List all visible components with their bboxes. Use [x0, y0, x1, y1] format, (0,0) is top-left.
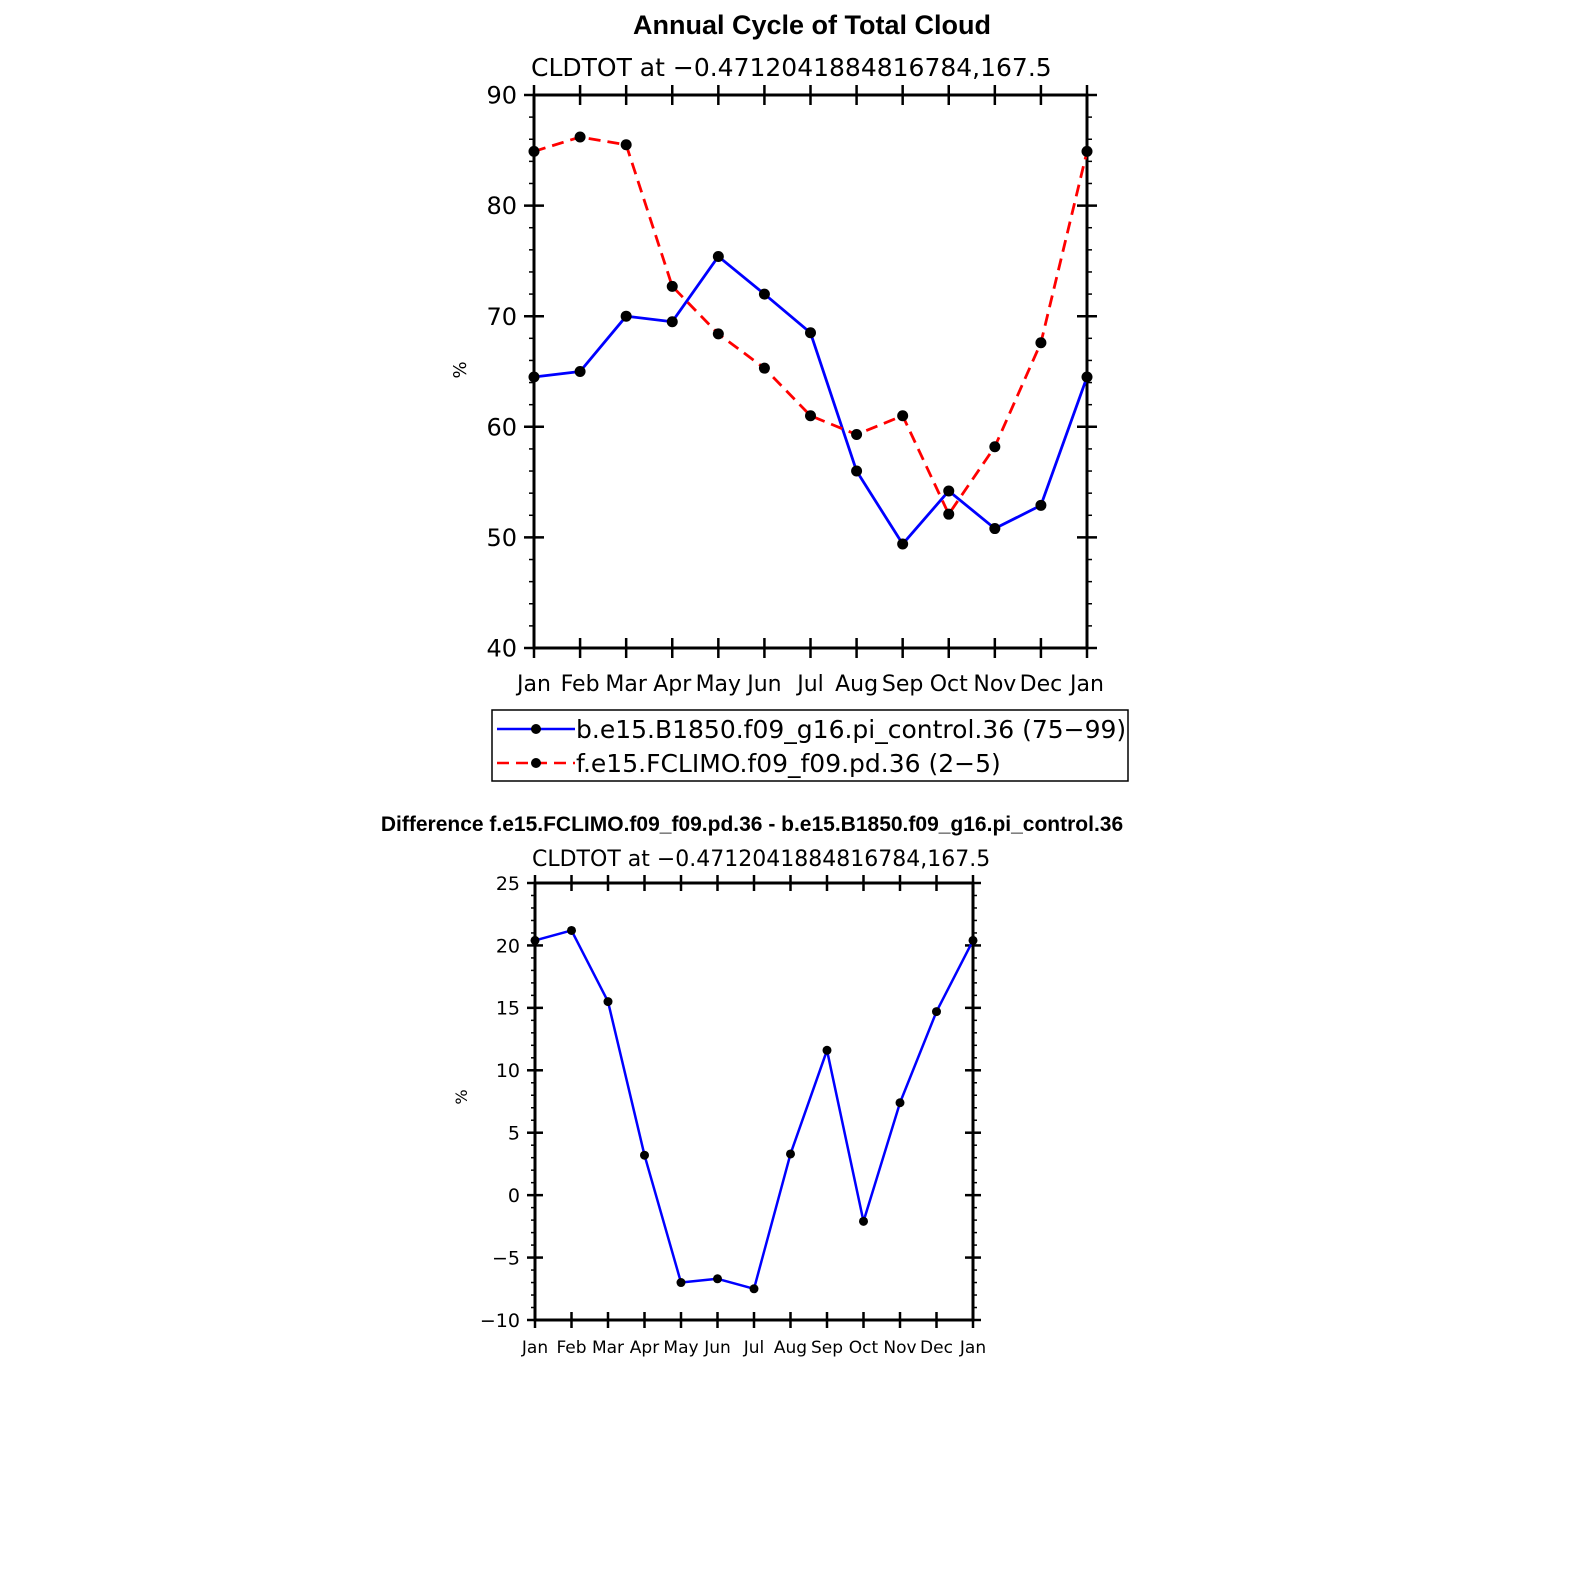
chart2-x-tick-label: May — [663, 1338, 698, 1358]
chart2-series-1-point — [749, 1284, 759, 1294]
chart2-y-tick-label: −10 — [480, 1310, 520, 1332]
chart2-x-tick-label: Apr — [630, 1338, 659, 1358]
chart1-legend: b.e15.B1850.f09_g16.pi_control.36 (75−99… — [491, 709, 1129, 782]
chart1-y-tick-label: 70 — [486, 303, 517, 331]
chart1-plot-frame — [532, 93, 1089, 650]
chart2-subtitle: CLDTOT at −0.4712041884816784,167.5 — [532, 847, 990, 872]
chart1-series-1-point — [805, 327, 816, 339]
chart1-x-tick-label: Nov — [973, 672, 1016, 697]
chart2-y-tick-label: 15 — [496, 998, 520, 1020]
chart1-x-tick-label: Jan — [1068, 672, 1104, 697]
chart1-title: Annual Cycle of Total Cloud — [633, 10, 991, 40]
chart1-series-2-point — [620, 139, 632, 151]
chart1-y-tick-label: 80 — [486, 192, 517, 220]
chart2-x-tick-label: Jun — [703, 1338, 731, 1358]
chart1-series-1-point — [666, 316, 678, 328]
chart2-series-1-point — [932, 1007, 941, 1017]
chart1-series-1-point — [989, 523, 1001, 535]
chart2-series-1-point — [676, 1278, 686, 1288]
chart1-series-2-point — [851, 429, 863, 441]
chart1-x-tick-label: Aug — [835, 672, 878, 697]
chart2-x-tick-label: Dec — [920, 1338, 953, 1358]
chart2-series-1-point — [603, 997, 613, 1007]
legend-marker-series-2 — [531, 758, 541, 768]
chart1-series-1-point — [712, 250, 724, 262]
legend-label-series-2: f.e15.FCLIMO.f09_f09.pd.36 (2−5) — [576, 749, 1001, 778]
legend-marker-series-1 — [531, 724, 541, 734]
chart1-series-1-point — [1035, 499, 1047, 511]
chart1-y-tick-label: 90 — [486, 82, 517, 110]
chart1-series-2-point — [712, 328, 724, 340]
chart2-series-1-line — [534, 929, 975, 1291]
legend-frame — [491, 709, 1129, 782]
chart2-x-tick-label: Aug — [774, 1338, 807, 1358]
chart1-series-2-point — [805, 410, 816, 422]
chart1-x-tick-label: Oct — [930, 672, 968, 697]
chart2-series-1-point — [713, 1274, 722, 1284]
legend-label-series-1: b.e15.B1850.f09_g16.pi_control.36 (75−99… — [576, 715, 1126, 744]
chart2-x-tick-label: Nov — [883, 1338, 916, 1358]
chart2-series-1-point — [530, 935, 540, 945]
chart1-plot: 40 50 60 70 80 90 Jan Feb Mar Apr May Jun Jul Aug Sep O… — [486, 82, 1104, 697]
chart2-series-1-point — [968, 935, 978, 945]
chart1-series-1-point — [1081, 371, 1093, 383]
chart2-series-1-point — [822, 1045, 832, 1055]
chart2-series-1-point — [859, 1216, 868, 1226]
chart2-y-tick-label: 25 — [496, 873, 520, 895]
chart1-y-axis-label: % — [450, 361, 471, 378]
chart1-series-2-point — [574, 131, 586, 143]
chart1-series-1-point — [758, 288, 770, 300]
chart1-x-tick-label: Dec — [1020, 672, 1063, 697]
chart2-x-tick-label: Sep — [811, 1338, 843, 1358]
chart2-y-tick-label: 5 — [508, 1123, 520, 1145]
chart1-series-2-point — [1035, 337, 1047, 349]
chart2-plot-frame — [533, 881, 975, 1322]
chart1-y-tick-label: 40 — [486, 635, 517, 663]
chart1-y-tick-label: 50 — [486, 524, 517, 552]
chart2-x-tick-label: Jan — [521, 1338, 548, 1358]
chart2-title: Difference f.e15.FCLIMO.f09_f09.pd.36 - … — [381, 813, 1123, 836]
chart1-series-2-point — [1081, 145, 1093, 157]
chart1-x-tick-label: Jan — [515, 672, 551, 697]
chart1-series-2-point — [528, 145, 540, 157]
chart1-series-1-point — [851, 465, 863, 477]
chart2-series-1-point — [895, 1098, 905, 1108]
chart1-series-2-point — [943, 508, 955, 520]
chart1-series-2-point — [897, 410, 909, 422]
chart1-x-tick-label: Feb — [561, 672, 600, 697]
chart2-x-tick-label: Jul — [743, 1338, 765, 1358]
chart1-series-1-point — [574, 366, 586, 377]
chart2-y-tick-label: 20 — [496, 935, 520, 957]
chart1-subtitle: CLDTOT at −0.4712041884816784,167.5 — [531, 53, 1052, 82]
chart1-x-tick-label: Mar — [605, 672, 647, 697]
chart1-series-1-point — [943, 485, 955, 497]
chart1-x-tick-label: May — [696, 672, 741, 697]
chart1-series-1-line — [533, 255, 1089, 546]
chart1-series-2-point — [758, 362, 770, 374]
chart1-x-tick-label: Jun — [745, 672, 781, 697]
chart1-series-1-point — [528, 371, 540, 383]
chart2-y-axis-label: % — [452, 1089, 471, 1104]
chart2-y-tick-label: 10 — [496, 1060, 520, 1082]
chart1-series-1-point — [620, 310, 632, 322]
chart1-x-tick-label: Jul — [795, 672, 824, 697]
chart2-x-tick-label: Jan — [959, 1338, 986, 1358]
chart1-series-2-point — [989, 441, 1001, 453]
chart2-series-1-point — [567, 925, 576, 935]
chart2-x-tick-label: Feb — [556, 1338, 586, 1358]
chart1-series-2-point — [666, 280, 678, 292]
chart1-x-tick-label: Sep — [882, 672, 923, 697]
chart2-x-tick-label: Mar — [592, 1338, 624, 1358]
chart1-series-1-point — [897, 538, 909, 550]
chart1-x-tick-label: Apr — [653, 672, 692, 697]
chart2-y-tick-label: −5 — [492, 1247, 520, 1269]
chart2-y-tick-label: 0 — [508, 1185, 520, 1207]
chart2-series-1-point — [640, 1150, 649, 1160]
chart2-plot: −10 −5 0 5 10 15 20 25 Jan Feb Mar Apr May Jun Jul Aug S… — [480, 873, 986, 1358]
chart2-series-1-point — [786, 1149, 795, 1159]
chart1-y-tick-label: 60 — [486, 413, 517, 441]
chart2-x-tick-label: Oct — [849, 1338, 879, 1358]
